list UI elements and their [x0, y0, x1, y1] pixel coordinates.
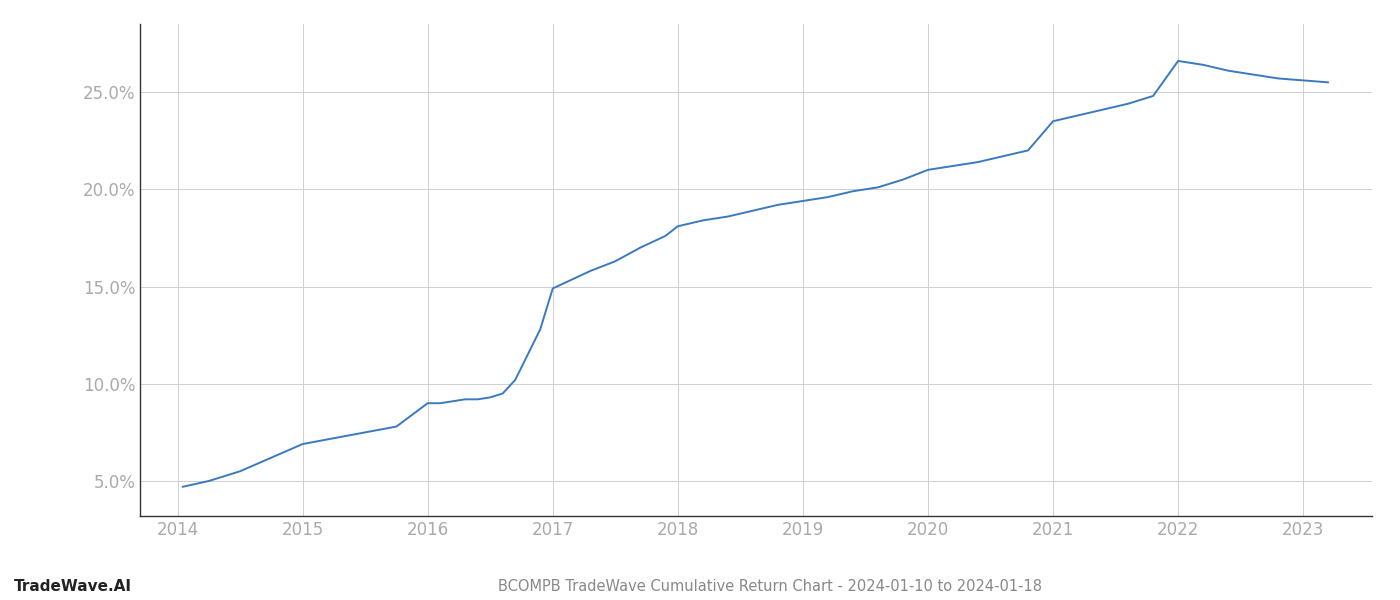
- Text: TradeWave.AI: TradeWave.AI: [14, 579, 132, 594]
- Text: BCOMPB TradeWave Cumulative Return Chart - 2024-01-10 to 2024-01-18: BCOMPB TradeWave Cumulative Return Chart…: [498, 579, 1042, 594]
